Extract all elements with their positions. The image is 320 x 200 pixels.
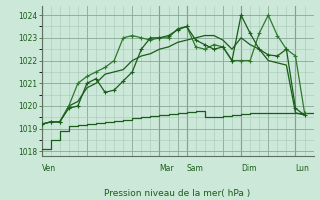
- Text: Sam: Sam: [187, 164, 204, 173]
- Text: Lun: Lun: [295, 164, 309, 173]
- Text: Ven: Ven: [42, 164, 56, 173]
- Text: Mar: Mar: [159, 164, 174, 173]
- Text: Pression niveau de la mer( hPa ): Pression niveau de la mer( hPa ): [104, 189, 251, 198]
- Text: Dim: Dim: [241, 164, 257, 173]
